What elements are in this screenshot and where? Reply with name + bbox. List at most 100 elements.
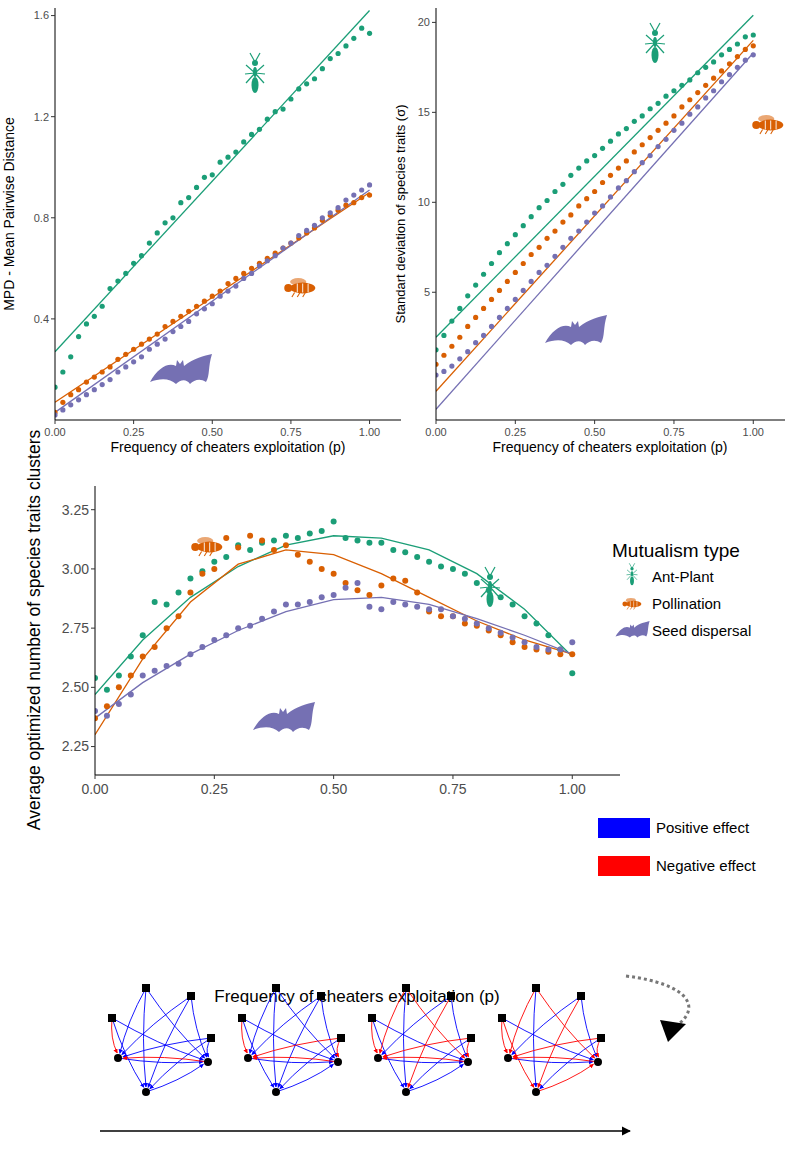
chart: 0.000.250.500.751.005101520Frequency of … bbox=[393, 8, 785, 455]
bee-leg bbox=[303, 293, 306, 298]
y-tick-label: 2.75 bbox=[62, 620, 89, 636]
legend-label: Seed dispersal bbox=[652, 622, 751, 639]
network-edge bbox=[253, 1057, 338, 1062]
data-point bbox=[155, 230, 160, 235]
data-point bbox=[202, 175, 207, 180]
data-point bbox=[170, 319, 175, 324]
data-point bbox=[140, 632, 146, 638]
data-point bbox=[505, 306, 510, 311]
data-point bbox=[743, 58, 748, 63]
plot-area bbox=[55, 11, 372, 418]
data-point bbox=[489, 261, 494, 266]
data-point bbox=[473, 282, 478, 287]
data-point bbox=[473, 315, 478, 320]
data-point bbox=[498, 630, 504, 636]
x-tick-label: 0.25 bbox=[123, 426, 144, 438]
network-node-square bbox=[402, 984, 410, 992]
network-node-square bbox=[597, 1034, 605, 1042]
data-point bbox=[513, 297, 518, 302]
data-point bbox=[632, 169, 637, 174]
data-point bbox=[164, 663, 170, 669]
data-point bbox=[481, 306, 486, 311]
figure: 0.000.250.500.751.000.40.81.21.6Frequenc… bbox=[0, 0, 794, 1155]
x-tick-label: 0.00 bbox=[44, 426, 65, 438]
data-point bbox=[307, 559, 313, 565]
data-point bbox=[116, 684, 122, 690]
data-point bbox=[280, 107, 285, 112]
network-edge bbox=[280, 1038, 341, 1089]
bee-head bbox=[622, 602, 627, 607]
data-point bbox=[359, 187, 364, 192]
data-point bbox=[584, 220, 589, 225]
data-point bbox=[116, 673, 122, 679]
data-point bbox=[438, 564, 444, 570]
data-point bbox=[199, 571, 205, 577]
data-point bbox=[624, 158, 629, 163]
data-point bbox=[295, 535, 301, 541]
fit-line bbox=[436, 40, 753, 391]
x-tick bbox=[572, 775, 573, 779]
data-point bbox=[569, 670, 575, 676]
data-point bbox=[107, 377, 112, 382]
fit-line bbox=[95, 550, 572, 735]
data-point bbox=[537, 205, 542, 210]
data-point bbox=[426, 559, 432, 565]
data-point bbox=[68, 354, 73, 359]
network-diagram bbox=[368, 984, 475, 1096]
bee-body bbox=[758, 120, 783, 131]
data-point bbox=[335, 51, 340, 56]
data-point bbox=[328, 56, 333, 61]
data-point bbox=[529, 252, 534, 257]
data-point bbox=[560, 182, 565, 187]
x-tick bbox=[333, 775, 334, 779]
data-point bbox=[695, 90, 700, 95]
network-node-circle bbox=[334, 1058, 342, 1066]
data-point bbox=[544, 263, 549, 268]
data-point bbox=[545, 632, 551, 638]
y-tick bbox=[432, 292, 436, 293]
data-point bbox=[465, 293, 470, 298]
data-point bbox=[568, 236, 573, 241]
data-point bbox=[123, 271, 128, 276]
network-edge bbox=[144, 988, 147, 1087]
network-node-square bbox=[272, 984, 280, 992]
data-point bbox=[115, 357, 120, 362]
network-node-circle bbox=[244, 1054, 252, 1062]
data-point bbox=[489, 297, 494, 302]
y-tick bbox=[432, 202, 436, 203]
data-point bbox=[557, 646, 563, 652]
dotted-arrow-head bbox=[660, 1020, 686, 1042]
data-point bbox=[687, 97, 692, 102]
data-point bbox=[225, 155, 230, 160]
data-point bbox=[164, 601, 170, 607]
x-tick-label: 0.75 bbox=[439, 781, 466, 797]
bee-leg bbox=[627, 607, 629, 610]
ant-icon bbox=[627, 563, 638, 585]
data-point bbox=[162, 324, 167, 329]
data-point bbox=[176, 590, 182, 596]
data-point bbox=[76, 334, 81, 339]
data-point bbox=[223, 632, 229, 638]
data-point bbox=[92, 314, 97, 319]
bee-stripe bbox=[204, 543, 205, 552]
data-point bbox=[84, 321, 89, 326]
data-point bbox=[545, 646, 551, 652]
data-point bbox=[671, 88, 676, 93]
data-point bbox=[497, 315, 502, 320]
x-tick bbox=[55, 420, 56, 424]
data-point bbox=[123, 364, 128, 369]
y-tick-label: 1.2 bbox=[34, 111, 49, 123]
bee-leg bbox=[210, 552, 213, 557]
data-point bbox=[719, 68, 724, 73]
fit-line bbox=[436, 53, 753, 409]
data-point bbox=[296, 233, 301, 238]
bee-stripe bbox=[209, 543, 210, 552]
data-point bbox=[568, 173, 573, 178]
data-point bbox=[449, 344, 454, 349]
x-tick bbox=[753, 420, 754, 424]
bee-head bbox=[284, 284, 292, 292]
data-point bbox=[608, 194, 613, 199]
data-point bbox=[648, 106, 653, 111]
ant-head bbox=[630, 567, 633, 570]
data-point bbox=[233, 276, 238, 281]
